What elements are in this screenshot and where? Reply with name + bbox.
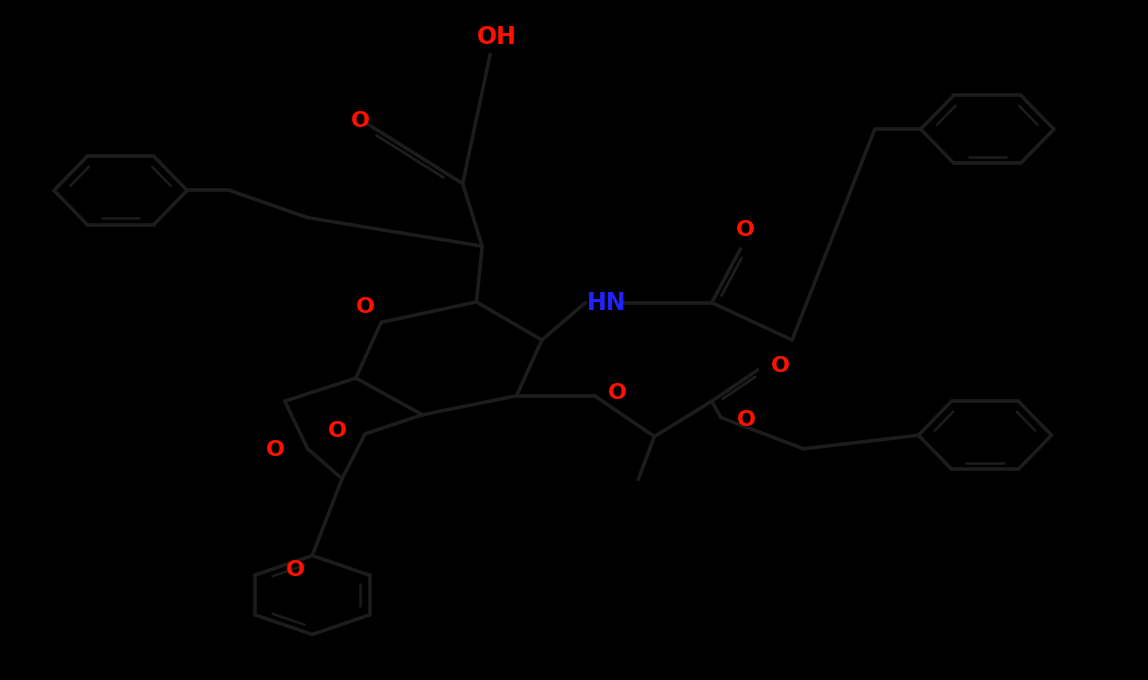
Text: O: O [736, 220, 754, 240]
Text: O: O [608, 383, 627, 403]
Text: O: O [351, 111, 370, 131]
Text: O: O [266, 440, 285, 460]
Text: O: O [286, 560, 304, 580]
Text: O: O [328, 421, 347, 441]
Text: O: O [771, 356, 790, 376]
Text: O: O [356, 297, 374, 318]
Text: OH: OH [478, 24, 517, 49]
Text: HN: HN [587, 290, 626, 315]
Text: O: O [737, 410, 755, 430]
